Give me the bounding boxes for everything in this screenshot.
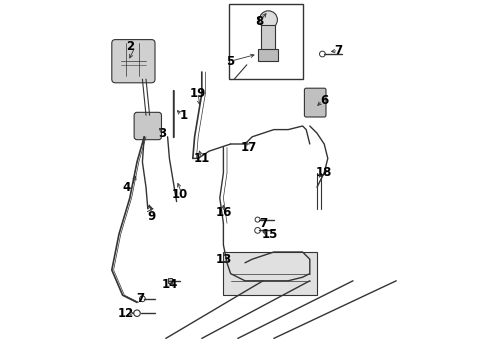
Text: 2: 2 bbox=[126, 40, 134, 53]
Text: 19: 19 bbox=[190, 87, 206, 100]
Text: 7: 7 bbox=[137, 292, 145, 305]
Text: 12: 12 bbox=[118, 307, 134, 320]
Circle shape bbox=[319, 51, 325, 57]
Text: 8: 8 bbox=[255, 15, 264, 28]
Text: 11: 11 bbox=[194, 152, 210, 165]
Text: 18: 18 bbox=[316, 166, 332, 179]
Bar bbox=[261, 25, 275, 50]
Circle shape bbox=[140, 296, 145, 302]
Text: 13: 13 bbox=[215, 253, 232, 266]
Text: 3: 3 bbox=[158, 127, 166, 140]
FancyBboxPatch shape bbox=[112, 40, 155, 83]
Text: 1: 1 bbox=[180, 109, 188, 122]
Text: 9: 9 bbox=[147, 210, 155, 222]
Text: 10: 10 bbox=[172, 188, 188, 201]
Text: 14: 14 bbox=[161, 278, 177, 291]
Circle shape bbox=[255, 228, 261, 233]
FancyBboxPatch shape bbox=[134, 112, 162, 140]
Bar bbox=[258, 49, 278, 61]
Text: 5: 5 bbox=[226, 55, 235, 68]
Bar bbox=[229, 4, 303, 79]
Text: 16: 16 bbox=[215, 206, 232, 219]
Text: 17: 17 bbox=[241, 141, 257, 154]
Circle shape bbox=[259, 11, 277, 29]
Circle shape bbox=[134, 310, 140, 316]
FancyBboxPatch shape bbox=[304, 88, 326, 117]
Bar bbox=[223, 252, 317, 295]
Text: 7: 7 bbox=[259, 217, 267, 230]
Text: 6: 6 bbox=[320, 94, 328, 107]
Text: 7: 7 bbox=[335, 44, 343, 57]
Text: 4: 4 bbox=[122, 181, 130, 194]
Circle shape bbox=[255, 217, 260, 222]
Bar bbox=[168, 278, 172, 283]
Text: 15: 15 bbox=[262, 228, 278, 240]
